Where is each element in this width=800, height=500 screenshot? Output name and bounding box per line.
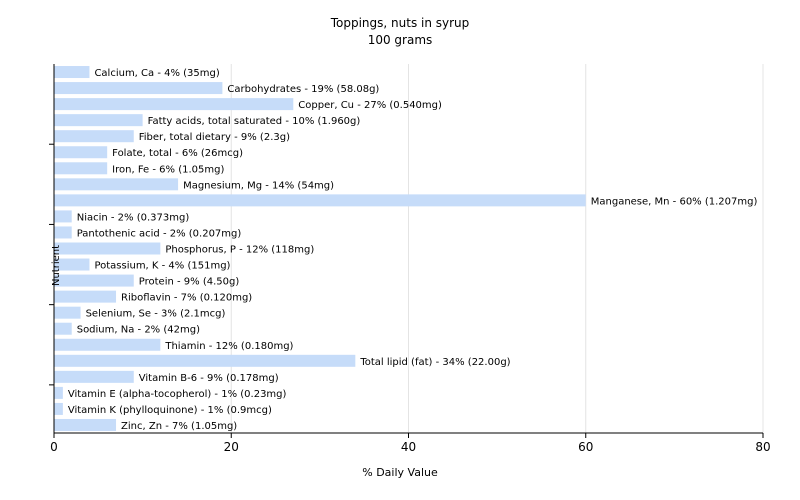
x-tick-label: 40: [401, 440, 416, 454]
bar: [54, 66, 90, 79]
x-tick-label: 80: [755, 440, 770, 454]
bar-label: Vitamin B-6 - 9% (0.178mg): [139, 373, 279, 384]
bar: [54, 386, 63, 399]
bar: [54, 290, 117, 303]
bar: [54, 162, 108, 175]
bar-label: Sodium, Na - 2% (42mg): [77, 325, 200, 336]
bar-label: Iron, Fe - 6% (1.05mg): [112, 164, 224, 175]
bar: [54, 210, 72, 223]
bar-label: Vitamin E (alpha-tocopherol) - 1% (0.23m…: [68, 389, 287, 400]
bar: [54, 402, 63, 415]
bar-label: Protein - 9% (4.50g): [139, 277, 240, 288]
bar-label: Calcium, Ca - 4% (35mg): [94, 68, 219, 79]
bar: [54, 146, 108, 159]
bar: [54, 226, 72, 239]
bar-label: Thiamin - 12% (0.180mg): [164, 341, 293, 352]
bar-label: Folate, total - 6% (26mcg): [112, 148, 243, 159]
bar: [54, 98, 294, 111]
bar-label: Zinc, Zn - 7% (1.05mg): [121, 421, 237, 432]
bar: [54, 258, 90, 271]
bar-label: Vitamin K (phylloquinone) - 1% (0.9mcg): [68, 405, 272, 416]
bar: [54, 338, 161, 351]
bar-label: Manganese, Mn - 60% (1.207mg): [591, 196, 758, 207]
bar-label: Fiber, total dietary - 9% (2.3g): [139, 132, 290, 143]
bar: [54, 114, 143, 127]
chart-subtitle: 100 grams: [367, 33, 433, 47]
bar: [54, 82, 223, 95]
bar-label: Phosphorus, P - 12% (118mg): [165, 245, 314, 256]
bar: [54, 354, 356, 367]
bar-label: Niacin - 2% (0.373mg): [77, 212, 190, 223]
bar: [54, 178, 179, 191]
bar: [54, 370, 134, 383]
bar: [54, 418, 117, 431]
bar-label: Potassium, K - 4% (151mg): [94, 261, 230, 272]
bar: [54, 322, 72, 335]
bar-label: Magnesium, Mg - 14% (54mg): [183, 180, 334, 191]
y-axis-label: Nutrient: [51, 244, 63, 287]
x-tick-label: 0: [50, 440, 58, 454]
bar-label: Fatty acids, total saturated - 10% (1.96…: [148, 116, 361, 127]
x-tick-label: 60: [578, 440, 593, 454]
chart-title: Toppings, nuts in syrup: [330, 16, 470, 30]
bar: [54, 130, 134, 143]
bar: [54, 306, 81, 319]
bar-label: Total lipid (fat) - 34% (22.00g): [359, 357, 510, 368]
bar-label: Selenium, Se - 3% (2.1mcg): [86, 309, 226, 320]
bar: [54, 194, 586, 207]
bar-label: Carbohydrates - 19% (58.08g): [227, 84, 379, 95]
bar-label: Pantothenic acid - 2% (0.207mg): [77, 228, 242, 239]
bar-label: Riboflavin - 7% (0.120mg): [121, 293, 252, 304]
x-axis-label: % Daily Value: [362, 466, 438, 479]
bar-label: Copper, Cu - 27% (0.540mg): [298, 100, 442, 111]
bar: [54, 242, 161, 255]
x-tick-label: 20: [224, 440, 239, 454]
bar: [54, 274, 134, 287]
